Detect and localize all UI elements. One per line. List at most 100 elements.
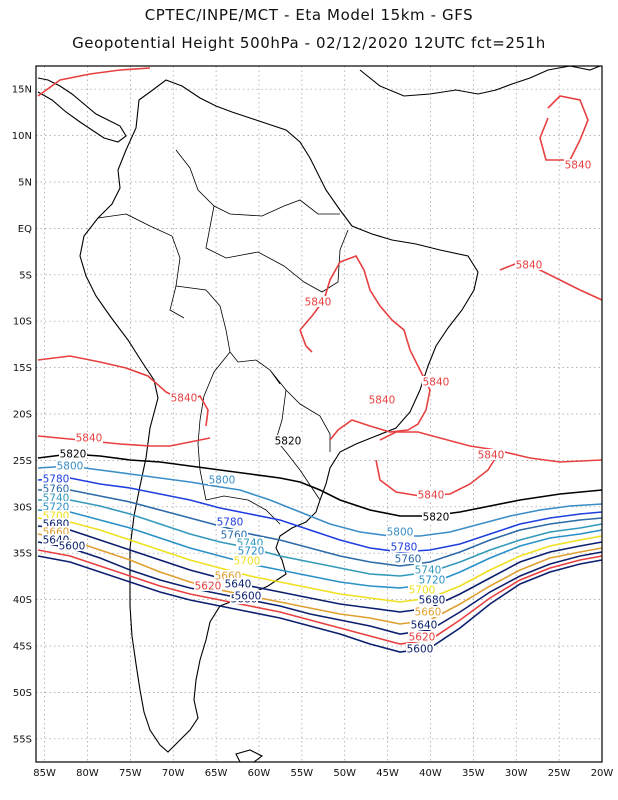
contour-label-5700: 5700 [409,585,436,597]
contour-label-5820: 5820 [275,436,302,448]
lat-tick-label: 15N [12,85,32,96]
contour-label-bg [418,594,446,605]
contour-label-bg [224,578,252,589]
contour-label-bg [194,580,222,591]
contour-label-bg [417,489,445,500]
lon-tick-label: 60W [248,768,271,779]
lat-tick-label: 15S [13,363,32,374]
contour-label-5660: 5660 [415,607,442,619]
falkland-islands [235,749,264,763]
lat-tick-label: 25S [13,456,32,467]
lat-tick-label: 5N [18,178,32,189]
contour-label-bg [75,432,103,443]
contour-label-bg [410,619,438,630]
contour-label-bg [42,473,70,484]
contour-5740 [38,499,603,577]
contour-5620 [37,549,603,645]
contour-label-bg [42,492,70,503]
lon-tick-label: 80W [76,768,99,779]
lon-tick-label: 65W [205,768,228,779]
lon-tick-label: 70W [162,768,185,779]
contour-5780 [37,477,603,553]
contour-label-bg [220,529,248,540]
contour-label-bg [304,296,332,307]
contour-label-5640: 5640 [411,620,438,632]
contour-label-5800: 5800 [387,527,414,539]
lat-tick-label: 35S [13,549,32,560]
lat-tick-label: EQ [18,224,32,235]
contour-label-bg [422,511,450,522]
contour-label-bg [237,545,265,556]
contour-label-5740: 5740 [415,565,442,577]
africa-coast-fragment [359,65,601,97]
contour-label-bg [236,537,264,548]
lat-tick-label: 20S [13,410,32,421]
lon-tick-label: 40W [419,768,442,779]
lon-tick-label: 45W [376,768,399,779]
contour-5840-brazil [299,255,431,441]
map-frame [35,65,603,763]
lon-tick-label: 35W [462,768,485,779]
contour-label-5620: 5620 [195,581,222,593]
contour-5600 [37,555,603,653]
contour-5760 [38,489,603,567]
contour-label-bg [234,590,262,601]
contour-label-5720: 5720 [238,546,265,558]
contour-label-5800: 5800 [57,461,84,473]
lat-tick-label: 30S [13,502,32,513]
south-america-coastline [79,79,479,753]
contour-label-5600: 5600 [235,591,262,603]
contour-label-bg [42,526,70,537]
contour-5840-west [37,355,209,427]
contour-label-5800: 5800 [209,475,236,487]
contour-label-bg [56,460,84,471]
contour-label-bg [408,584,436,595]
contour-label-5720: 5720 [419,575,446,587]
lat-tick-label: 5S [19,270,32,281]
contour-label-5840: 5840 [76,433,103,445]
contour-label-bg [394,553,422,564]
contour-label-bg [170,392,198,403]
central-america-coastline [37,77,127,143]
contour-label-5640: 5640 [225,579,252,591]
lon-tick-label: 30W [505,768,528,779]
contour-label-5780: 5780 [391,542,418,554]
map-title-line-1: CPTEC/INPE/MCT - Eta Model 15km - GFS [144,6,474,24]
contour-5820 [37,453,603,517]
contour-label-5760: 5760 [395,554,422,566]
contour-label-5680: 5680 [419,595,446,607]
lon-tick-label: 50W [333,768,356,779]
contour-label-5840: 5840 [369,395,396,407]
lat-lon-grid [36,66,603,762]
lat-tick-label: 55S [13,734,32,745]
contour-labels: 5840 5840 5840 5840 5840 5840 5840 5840 5840 5820… [42,159,592,656]
contour-5660 [37,533,603,625]
contour-label-5840: 5840 [565,160,592,172]
lat-tick-label: 50S [13,688,32,699]
contour-label-bg [368,394,396,405]
contour-label-5840: 5840 [305,297,332,309]
contour-5800 [37,465,603,537]
contour-label-bg [58,540,86,551]
contour-label-5620: 5620 [409,632,436,644]
contour-label-5780: 5780 [43,474,70,486]
contour-layer [37,67,603,653]
contour-label-bg [216,516,244,527]
contour-label-5820: 5820 [423,512,450,524]
contour-label-5600: 5600 [59,541,86,553]
lat-tick-label: 10S [13,317,32,328]
contour-5720 [37,509,603,589]
axis-labels: 15N 10N 5N EQ 5S 10S 15S 20S 25S 30S 35S 40S 45S 50S 5… [12,85,614,779]
lat-tick-label: 10N [12,131,32,142]
contour-label-bg [42,501,70,512]
contour-label-bg [515,259,543,270]
contour-label-5840: 5840 [516,260,543,272]
contour-label-bg [390,541,418,552]
contour-label-bg [386,526,414,537]
contour-label-5600: 5600 [407,644,434,656]
contour-label-bg [418,574,446,585]
lon-tick-label: 20W [591,768,614,779]
contour-label-bg [42,518,70,529]
contour-label-5780: 5780 [217,517,244,529]
